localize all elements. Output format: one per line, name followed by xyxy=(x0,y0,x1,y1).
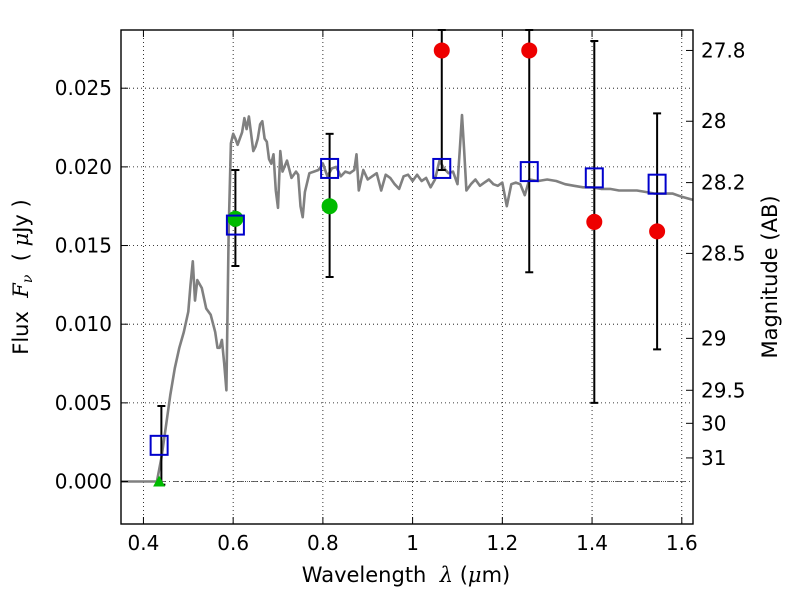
model-flux-square-marker xyxy=(584,167,604,189)
model-spectrum xyxy=(121,113,694,483)
y2-tick-label: 28.2 xyxy=(701,171,746,195)
y2-axis-title: Magnitude (AB) xyxy=(758,195,782,358)
y2-tick-label: 27.8 xyxy=(701,38,746,62)
model-flux-square-marker xyxy=(225,214,245,236)
low-significance-circle-marker xyxy=(586,213,603,230)
model-flux-square-marker xyxy=(149,434,169,456)
y2-tick-label: 29 xyxy=(701,326,726,350)
y-tick-label: 0.000 xyxy=(55,470,112,494)
low-significance-circle-marker xyxy=(521,42,538,59)
x-tick-label: 1.4 xyxy=(576,531,608,555)
y-axis-title: Flux Fν ( μJy ) xyxy=(9,199,36,354)
y2-tick-label: 29.5 xyxy=(701,378,746,402)
y-tick-label: 0.025 xyxy=(55,76,112,100)
low-significance-circle-marker xyxy=(433,42,450,59)
model-flux-square-marker xyxy=(432,157,452,179)
y-tick-label: 0.015 xyxy=(55,234,112,258)
x-tick-label: 0.6 xyxy=(217,531,249,555)
model-spectrum-line xyxy=(121,113,694,483)
x-tick-label: 1.6 xyxy=(666,531,698,555)
plot-frame xyxy=(120,29,694,525)
low-significance-circle-marker xyxy=(649,223,666,240)
axis-ticks: 0.4 0.6 0.8 1 1.2 1.4 1.6 0.000 0.005 0.010 0.015 0… xyxy=(55,30,746,555)
detection-circle-marker xyxy=(321,198,338,215)
model-flux-square-marker xyxy=(647,173,667,195)
y2-tick-label: 28.5 xyxy=(701,241,746,265)
y2-tick-label: 28 xyxy=(701,109,726,133)
detection-circle-marker xyxy=(227,210,244,227)
photometry-markers xyxy=(149,42,667,487)
plot-background xyxy=(121,30,693,524)
y-tick-label: 0.010 xyxy=(55,312,112,336)
x-tick-label: 0.4 xyxy=(128,531,160,555)
x-tick-label: 0.8 xyxy=(307,531,339,555)
y-tick-label: 0.020 xyxy=(55,155,112,179)
upper-limit-triangle-marker xyxy=(153,475,166,487)
model-flux-square-marker xyxy=(320,157,340,179)
x-axis-title: Wavelength λ (μm) xyxy=(302,563,510,587)
y2-tick-label: 31 xyxy=(701,446,726,470)
x-tick-label: 1.2 xyxy=(486,531,518,555)
model-flux-square-marker xyxy=(519,161,539,183)
x-tick-label: 1 xyxy=(406,531,419,555)
y-tick-label: 0.005 xyxy=(55,391,112,415)
y2-tick-label: 30 xyxy=(701,411,726,435)
